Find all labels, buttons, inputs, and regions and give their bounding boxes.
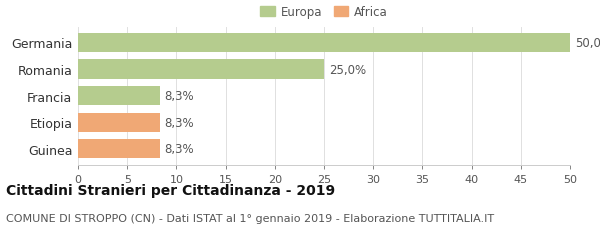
Text: 25,0%: 25,0% [329, 63, 366, 76]
Text: 8,3%: 8,3% [164, 116, 194, 129]
Text: 8,3%: 8,3% [164, 143, 194, 155]
Bar [78, 140, 160, 159]
Bar [78, 87, 160, 106]
Bar [78, 60, 324, 79]
Text: COMUNE DI STROPPO (CN) - Dati ISTAT al 1° gennaio 2019 - Elaborazione TUTTITALIA: COMUNE DI STROPPO (CN) - Dati ISTAT al 1… [6, 213, 494, 223]
Legend: Europa, Africa: Europa, Africa [260, 6, 388, 19]
Text: Cittadini Stranieri per Cittadinanza - 2019: Cittadini Stranieri per Cittadinanza - 2… [6, 183, 335, 197]
Text: 50,0%: 50,0% [575, 37, 600, 50]
Bar [78, 113, 160, 132]
Text: 8,3%: 8,3% [164, 90, 194, 103]
Bar [78, 34, 570, 53]
